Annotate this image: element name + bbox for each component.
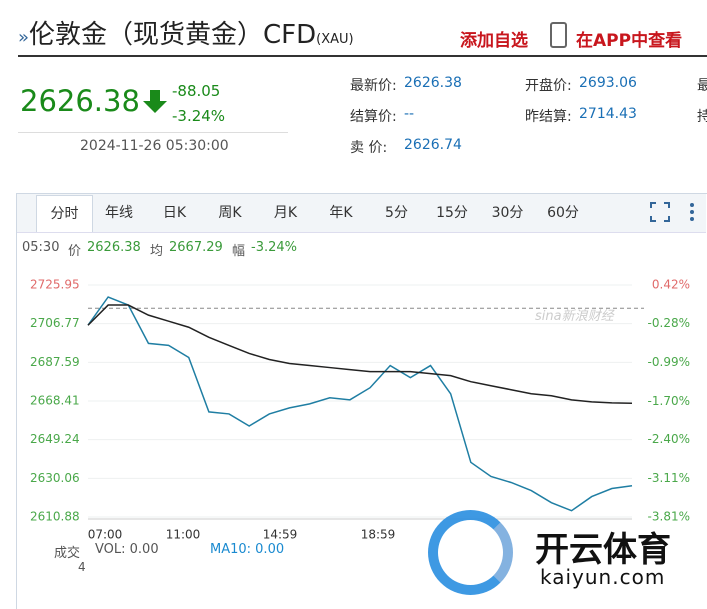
y2-tick-label: -3.81%	[648, 510, 690, 524]
y2-tick-label: -0.28%	[648, 316, 690, 330]
stat-label: 持	[697, 109, 707, 125]
info-value: 2626.38	[87, 240, 141, 255]
volume-vol: VOL: 0.00	[95, 542, 159, 557]
price: 2626.38	[20, 84, 140, 118]
percent: -3.24%	[172, 107, 226, 125]
tab[interactable]: 分时	[36, 195, 93, 232]
app-link[interactable]: 在APP中查看	[576, 31, 683, 51]
y-tick-label: 2725.95	[30, 278, 80, 292]
divider	[18, 132, 288, 133]
info-label: 均	[150, 244, 164, 259]
y-tick-label: 2630.06	[30, 471, 80, 485]
tab[interactable]: 日K	[162, 205, 187, 221]
tab-bar	[17, 194, 706, 233]
y-tick-label: 2706.77	[30, 316, 80, 330]
watermark: sina新浪财经	[535, 309, 614, 324]
stat-label: 结算价:	[350, 109, 397, 125]
series-line	[87, 296, 633, 512]
add-watch[interactable]: 添加自选	[460, 31, 528, 51]
y2-tick-label: -0.99%	[648, 355, 690, 369]
title-text: 伦敦金（现货黄金）CFD	[29, 20, 317, 50]
tab[interactable]: 30分	[491, 205, 524, 221]
tab[interactable]: 周K	[218, 205, 242, 221]
info-label: 价	[68, 244, 82, 259]
tab[interactable]: 年线	[105, 205, 133, 221]
info-label: 幅	[232, 244, 246, 259]
stat-label: 卖 价:	[350, 140, 388, 156]
volume-tick: 4	[78, 560, 86, 574]
tab[interactable]: 5分	[385, 205, 408, 221]
y2-tick-label: -1.70%	[648, 394, 690, 408]
watermark: kaiyun.com	[540, 565, 666, 589]
info-value: -3.24%	[251, 240, 297, 255]
tab[interactable]: 年K	[329, 205, 353, 221]
volume-label: 成交	[54, 546, 81, 561]
stat-value: 2626.38	[404, 75, 462, 91]
y-tick-label: 2649.24	[30, 432, 80, 446]
stat-label: 开盘价:	[525, 78, 572, 94]
info-value: 2667.29	[169, 240, 223, 255]
toolbar-icons	[650, 202, 694, 222]
x-tick-label: 11:00	[166, 528, 201, 542]
time: 2024-11-26 05:30:00	[80, 138, 229, 154]
stat-label: 最新价:	[350, 78, 397, 94]
series-line	[87, 304, 633, 405]
stat-value: 2626.74	[404, 137, 462, 153]
x-tick-label: 07:00	[88, 528, 123, 542]
phone-icon	[550, 22, 567, 48]
tab[interactable]: 15分	[436, 205, 468, 221]
y2-tick-label: -2.40%	[648, 432, 690, 446]
tab[interactable]: 月K	[273, 205, 298, 221]
stat-value: --	[404, 106, 415, 122]
y-tick-label: 2687.59	[30, 355, 80, 369]
stat-label: 昨结算:	[525, 109, 572, 125]
watermark: 开云体育	[535, 530, 671, 570]
x-tick-label: 14:59	[263, 528, 298, 542]
logo-ring	[428, 510, 513, 595]
x-tick-label: 18:59	[361, 528, 396, 542]
change: -88.05	[172, 82, 221, 100]
volume-ma: MA10: 0.00	[210, 542, 285, 557]
y-tick-label: 2610.88	[30, 510, 80, 524]
stat-value: 2693.06	[579, 75, 637, 91]
info-time: 05:30	[22, 240, 60, 255]
y2-tick-label: 0.42%	[652, 278, 690, 292]
stat-label: 最	[697, 78, 707, 94]
down-arrow	[143, 90, 167, 113]
tab[interactable]: 60分	[547, 205, 579, 221]
divider	[18, 55, 707, 57]
title: »伦敦金（现货黄金）CFD(XAU)	[18, 20, 354, 50]
code: (XAU)	[316, 32, 354, 47]
y-tick-label: 2668.41	[30, 394, 80, 408]
stat-value: 2714.43	[579, 106, 637, 122]
chart-box	[16, 193, 707, 609]
y2-tick-label: -3.11%	[648, 471, 690, 485]
